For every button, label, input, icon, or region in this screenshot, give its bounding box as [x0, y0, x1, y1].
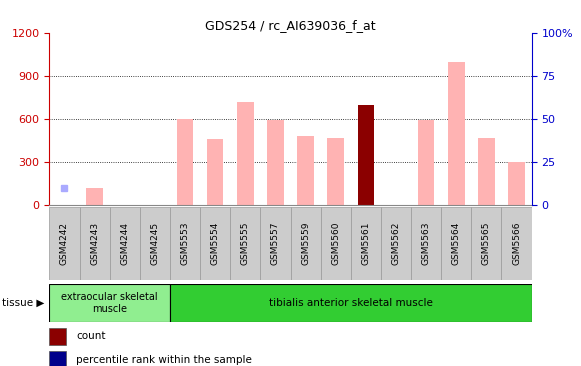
Bar — [478, 138, 494, 205]
Bar — [448, 61, 465, 205]
Bar — [87, 188, 103, 205]
Text: GSM5565: GSM5565 — [482, 222, 491, 265]
Text: tissue ▶: tissue ▶ — [2, 298, 45, 308]
Bar — [177, 119, 193, 205]
Bar — [49, 328, 66, 345]
Text: GSM5554: GSM5554 — [211, 222, 220, 265]
Bar — [357, 105, 374, 205]
Text: GSM5564: GSM5564 — [452, 222, 461, 265]
Text: GSM4245: GSM4245 — [150, 222, 159, 265]
Bar — [267, 120, 284, 205]
Bar — [170, 207, 200, 280]
Text: GSM5560: GSM5560 — [331, 222, 340, 265]
Bar — [381, 207, 411, 280]
Text: percentile rank within the sample: percentile rank within the sample — [76, 355, 252, 365]
Text: tibialis anterior skeletal muscle: tibialis anterior skeletal muscle — [269, 298, 433, 308]
Bar — [411, 207, 441, 280]
Text: GSM5555: GSM5555 — [241, 222, 250, 265]
Text: extraocular skeletal
muscle: extraocular skeletal muscle — [62, 292, 158, 314]
Bar — [321, 207, 351, 280]
Bar — [49, 284, 170, 322]
Text: GSM4243: GSM4243 — [90, 222, 99, 265]
Bar — [140, 207, 170, 280]
Bar — [49, 207, 80, 280]
Bar — [237, 102, 253, 205]
Bar — [328, 138, 344, 205]
Text: GSM5557: GSM5557 — [271, 222, 280, 265]
Bar — [441, 207, 471, 280]
Bar — [508, 162, 525, 205]
Bar — [80, 207, 110, 280]
Bar — [260, 207, 290, 280]
Bar — [170, 284, 532, 322]
Text: GSM5561: GSM5561 — [361, 222, 370, 265]
Text: count: count — [76, 331, 105, 341]
Bar — [49, 351, 66, 366]
Bar — [471, 207, 501, 280]
Bar — [290, 207, 321, 280]
Bar — [207, 139, 224, 205]
Text: GSM4244: GSM4244 — [120, 222, 129, 265]
Bar — [230, 207, 260, 280]
Bar — [110, 207, 140, 280]
Text: GSM5563: GSM5563 — [422, 222, 431, 265]
Title: GDS254 / rc_AI639036_f_at: GDS254 / rc_AI639036_f_at — [205, 19, 376, 32]
Text: GSM5562: GSM5562 — [392, 222, 400, 265]
Text: GSM5559: GSM5559 — [301, 222, 310, 265]
Bar — [418, 120, 435, 205]
Text: GSM5553: GSM5553 — [181, 222, 189, 265]
Bar — [200, 207, 230, 280]
Text: GSM4242: GSM4242 — [60, 222, 69, 265]
Bar — [297, 136, 314, 205]
Bar — [351, 207, 381, 280]
Text: GSM5566: GSM5566 — [512, 222, 521, 265]
Bar — [501, 207, 532, 280]
